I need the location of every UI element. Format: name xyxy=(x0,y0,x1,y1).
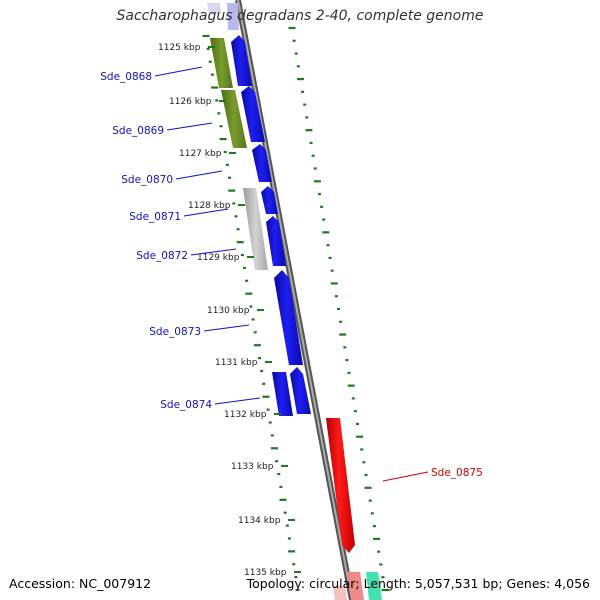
ruler-label: 1128 kbp xyxy=(188,201,231,211)
cds-sde-0874b[interactable] xyxy=(290,367,311,414)
gene-label-sde-0870[interactable]: Sde_0870 xyxy=(121,174,173,186)
gray-feature-block xyxy=(243,188,268,270)
gene-label-sde-0868[interactable]: Sde_0868 xyxy=(100,71,152,83)
gene-leader-line xyxy=(382,471,429,482)
gene-label-sde-0873[interactable]: Sde_0873 xyxy=(149,326,201,338)
ruler-label: 1126 kbp xyxy=(169,97,212,107)
cds-sde-0868[interactable] xyxy=(231,35,252,86)
inner-dashed-track xyxy=(202,34,300,592)
accession-text: Accession: NC_007912 xyxy=(9,576,152,591)
gene-leader-line xyxy=(175,170,223,180)
ruler-label: 1133 kbp xyxy=(231,462,274,472)
ruler-label: 1132 kbp xyxy=(224,410,267,420)
bottom-partial-gene-pink xyxy=(333,586,347,600)
top-partial-gene-left xyxy=(207,3,221,14)
gene-label-sde-0874[interactable]: Sde_0874 xyxy=(160,399,212,411)
gene-labels: Sde_0868 Sde_0869 Sde_0870 Sde_0871 Sde_0872… xyxy=(100,71,483,479)
top-partial-gene-right xyxy=(227,3,239,30)
cds-sde-0872[interactable] xyxy=(266,216,286,266)
gene-leader-line xyxy=(154,66,203,77)
cds-sde-0875[interactable] xyxy=(326,418,355,553)
gene-label-sde-0875[interactable]: Sde_0875 xyxy=(431,467,483,479)
genome-summary-text: Topology: circular; Length: 5,057,531 bp… xyxy=(246,576,590,591)
gene-label-leaders xyxy=(154,66,429,482)
gene-leader-line xyxy=(203,324,250,332)
ruler-label: 1135 kbp xyxy=(244,568,287,578)
genome-backbone-highlight xyxy=(237,0,353,600)
cds-sde-0871[interactable] xyxy=(261,186,278,214)
cds-sde-0869[interactable] xyxy=(241,86,265,142)
cds-sde-0873[interactable] xyxy=(274,270,303,365)
map-title: Saccharophagus degradans 2-40, complete … xyxy=(116,8,484,24)
cds-sde-0874a[interactable] xyxy=(272,372,293,416)
ruler-label: 1127 kbp xyxy=(179,149,222,159)
gene-leader-line xyxy=(166,122,213,131)
ruler-label: 1125 kbp xyxy=(158,43,201,53)
cds-sde-0870[interactable] xyxy=(252,144,272,182)
gene-leader-line xyxy=(190,248,237,256)
gene-leader-line xyxy=(214,397,261,405)
olive-feature-block-2 xyxy=(221,90,247,148)
gene-label-sde-0872[interactable]: Sde_0872 xyxy=(136,250,188,262)
gene-label-sde-0869[interactable]: Sde_0869 xyxy=(112,125,164,137)
gene-leader-line xyxy=(183,208,229,217)
ruler-label: 1131 kbp xyxy=(215,358,258,368)
gene-label-sde-0871[interactable]: Sde_0871 xyxy=(129,211,181,223)
ruler-label: 1134 kbp xyxy=(238,516,281,526)
ruler-label: 1130 kbp xyxy=(207,306,250,316)
olive-feature-block-1 xyxy=(210,38,233,88)
position-ruler: 1125 kbp 1126 kbp 1127 kbp 1128 kbp 1129 kbp… xyxy=(158,43,301,578)
ruler-label: 1129 kbp xyxy=(197,253,240,263)
bottom-partial-gene-teal xyxy=(366,572,382,600)
outer-dashed-track xyxy=(288,26,389,592)
bottom-partial-gene-red xyxy=(347,572,364,600)
